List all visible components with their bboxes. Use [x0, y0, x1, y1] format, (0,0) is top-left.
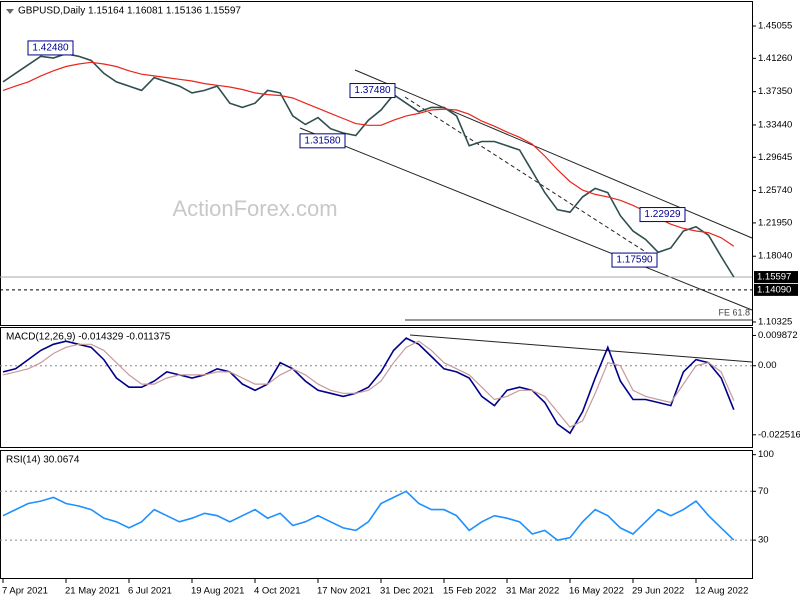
y-tick-label: 30	[758, 535, 769, 546]
x-tick-label: 17 Nov 2021	[317, 586, 371, 597]
y-tick-label: 0.00	[758, 360, 777, 371]
macd-panel	[0, 327, 753, 448]
panel-title: GBPUSD,Daily 1.15164 1.16081 1.15136 1.1…	[18, 6, 241, 17]
series-line	[2, 61, 735, 247]
price-box-label: 1.15597	[757, 272, 791, 283]
price-panel	[0, 1, 753, 326]
y-tick-label: 1.33440	[758, 119, 792, 130]
x-tick-label: 19 Aug 2021	[191, 586, 244, 597]
x-tick-label: 31 Mar 2022	[506, 586, 559, 597]
y-tick-label: 1.10325	[758, 316, 792, 327]
panel-title: MACD(12,26,9) -0.014329 -0.011375	[6, 332, 171, 343]
projection-line	[404, 96, 656, 259]
x-tick-label: 4 Oct 2021	[254, 586, 300, 597]
y-tick-label: 0.009872	[758, 330, 798, 341]
y-tick-label: 70	[758, 486, 769, 497]
series-line	[2, 52, 735, 278]
rsi-panel	[0, 450, 753, 579]
y-tick-label: 1.37350	[758, 86, 792, 97]
annotation-label: 1.37480	[354, 85, 391, 96]
y-tick-label: -0.022516	[758, 429, 800, 440]
annotation-box	[27, 40, 74, 56]
x-tick-label: 6 Jul 2021	[128, 586, 172, 597]
price-box-label: 1.14090	[757, 284, 791, 295]
x-tick-label: 31 Dec 2021	[380, 586, 434, 597]
annotation-label: 1.17590	[616, 255, 653, 266]
x-tick-label: 21 May 2021	[65, 586, 120, 597]
macd-trendline	[409, 334, 753, 363]
fe-label: FE 61.8	[718, 307, 750, 317]
channel-lower	[299, 127, 753, 311]
y-tick-label: 1.29645	[758, 152, 792, 163]
price-box	[754, 271, 798, 284]
y-tick-label: 100	[758, 449, 774, 460]
series-line	[2, 337, 735, 435]
annotation-label: 1.31580	[304, 135, 341, 146]
series-line	[2, 490, 735, 541]
annotation-label: 1.22929	[644, 209, 681, 220]
x-tick-label: 12 Aug 2022	[695, 586, 748, 597]
price-box	[754, 283, 798, 296]
y-tick-label: 1.45055	[758, 21, 792, 32]
annotation-box	[639, 207, 686, 223]
annotation-box	[611, 252, 658, 268]
annotation-box	[299, 133, 346, 149]
x-tick-label: 15 Feb 2022	[443, 586, 496, 597]
panel-title: RSI(14) 30.0674	[6, 455, 80, 466]
x-tick-label: 29 Jun 2022	[632, 586, 684, 597]
y-tick-label: 1.41260	[758, 53, 792, 64]
series-line	[2, 340, 735, 428]
y-tick-label: 1.18040	[758, 251, 792, 262]
collapse-icon	[6, 9, 14, 14]
y-tick-label: 1.21950	[758, 217, 792, 228]
channel-upper	[354, 69, 753, 239]
annotation-label: 1.42480	[32, 43, 69, 54]
y-tick-label: 1.25740	[758, 185, 792, 196]
x-tick-label: 16 May 2022	[569, 586, 624, 597]
x-tick-label: 7 Apr 2021	[2, 586, 48, 597]
watermark: ActionForex.com	[172, 196, 337, 221]
annotation-box	[349, 83, 396, 99]
